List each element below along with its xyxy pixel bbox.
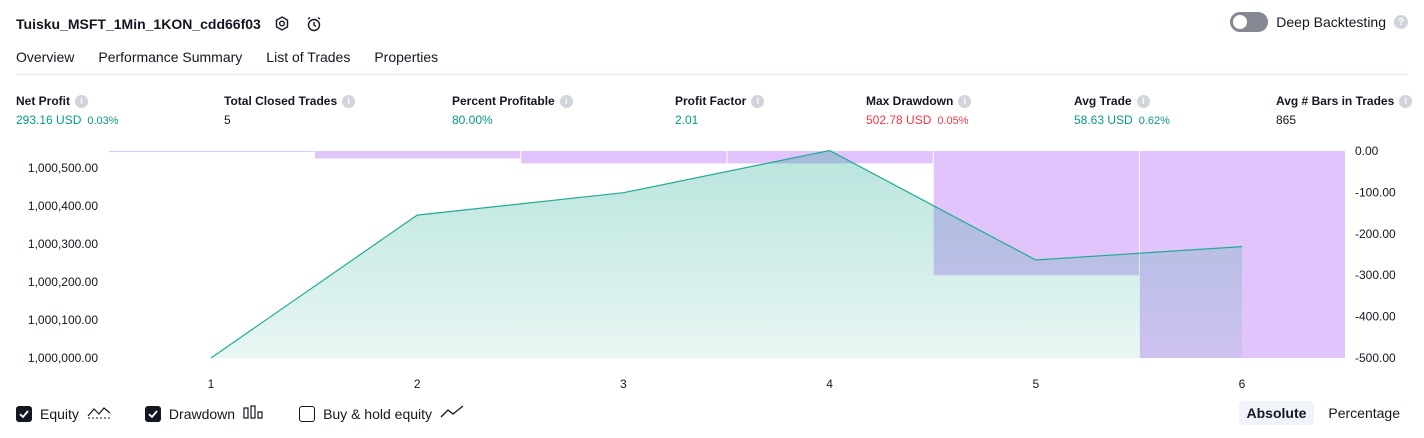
metric-value: 80.00% — [452, 113, 493, 127]
metric-value: 58.63 USD — [1074, 113, 1133, 127]
metric-total-closed-trades: Total Closed Trades i 5 — [224, 94, 356, 127]
x-tick-label: 5 — [1032, 377, 1039, 391]
x-tick-label: 1 — [208, 377, 215, 391]
info-icon[interactable]: i — [559, 94, 573, 108]
metric-label: Avg Trade — [1074, 94, 1132, 108]
buy-hold-icon — [440, 404, 464, 423]
metric-label: Net Profit — [16, 94, 70, 108]
x-axis: 1 2 3 4 5 6 — [208, 377, 1246, 391]
absolute-button[interactable]: Absolute — [1238, 401, 1315, 425]
metric-profit-factor: Profit Factor i 2.01 — [675, 94, 765, 127]
metrics-row: Net Profit i 293.16 USD 0.03% Total Closed… — [16, 94, 1416, 134]
metric-value: 502.78 USD — [866, 113, 932, 127]
x-tick-label: 4 — [826, 377, 833, 391]
metric-avg-trade: Avg Trade i 58.63 USD 0.62% — [1074, 94, 1170, 127]
metric-label: Total Closed Trades — [224, 94, 338, 108]
info-icon[interactable]: i — [342, 94, 356, 108]
right-axis: 0.00 -100.00 -200.00 -300.00 -400.00 -500.00 — [1355, 144, 1396, 365]
checkbox-unchecked[interactable] — [299, 405, 316, 422]
tabs-divider — [16, 73, 1408, 76]
deep-backtesting: Deep Backtesting ? — [1230, 12, 1408, 32]
report-tabs: Overview Performance Summary List of Tra… — [16, 48, 438, 76]
right-tick-label: -100.00 — [1355, 185, 1396, 199]
checkbox-checked[interactable] — [16, 405, 32, 422]
deep-backtesting-toggle[interactable] — [1230, 12, 1269, 32]
metric-percent-profitable: Percent Profitable i 80.00% — [452, 94, 573, 127]
left-axis: 1,000,000.00 1,000,100.00 1,000,200.00 1,00… — [28, 161, 98, 365]
equity-icon — [87, 404, 111, 423]
equity-series — [210, 149, 1243, 359]
metric-net-profit: Net Profit i 293.16 USD 0.03% — [16, 94, 119, 127]
metric-label: Avg # Bars in Trades — [1276, 94, 1395, 108]
equity-area — [211, 150, 1242, 358]
drawdown-bar — [521, 151, 727, 164]
tab-properties[interactable]: Properties — [374, 49, 439, 65]
left-tick-label: 1,000,300.00 — [28, 237, 98, 251]
right-tick-label: 0.00 — [1355, 144, 1379, 158]
drawdown-toggle[interactable]: Drawdown — [144, 404, 265, 423]
equity-chart: 1,000,000.00 1,000,100.00 1,000,200.00 1,00… — [28, 144, 1396, 391]
equity-line — [210, 149, 1243, 359]
tab-performance-summary[interactable]: Performance Summary — [98, 49, 243, 65]
drawdown-icon — [243, 404, 265, 423]
tab-list-of-trades[interactable]: List of Trades — [266, 49, 351, 65]
metric-value: 293.16 USD — [16, 113, 82, 127]
buy-hold-toggle[interactable]: Buy & hold equity — [299, 404, 464, 423]
x-tick-label: 3 — [620, 377, 627, 391]
checkbox-checked[interactable] — [144, 405, 161, 422]
strategy-header: Tuisku_MSFT_1Min_1KON_cdd66f03 — [16, 12, 325, 36]
settings-icon[interactable] — [271, 13, 293, 35]
metric-value: 2.01 — [675, 113, 699, 127]
equity-label: Equity — [40, 405, 79, 422]
left-tick-label: 1,000,000.00 — [28, 351, 98, 365]
alert-clock-icon[interactable] — [303, 13, 325, 35]
buy-hold-label: Buy & hold equity — [323, 405, 433, 422]
left-tick-label: 1,000,400.00 — [28, 199, 98, 213]
right-tick-label: -400.00 — [1355, 310, 1396, 324]
metric-percent: 0.05% — [937, 115, 969, 127]
metric-value: 5 — [224, 113, 231, 127]
metric-avg-bars: Avg # Bars in Trades i 865 — [1276, 94, 1413, 127]
right-tick-label: -200.00 — [1355, 227, 1396, 241]
metric-max-drawdown: Max Drawdown i 502.78 USD 0.05% — [866, 94, 972, 127]
drawdown-bar — [109, 151, 315, 152]
deep-backtesting-label: Deep Backtesting — [1276, 14, 1386, 30]
info-icon[interactable]: i — [958, 94, 972, 108]
left-tick-label: 1,000,500.00 — [28, 161, 98, 175]
equity-toggle[interactable]: Equity — [16, 404, 111, 423]
help-icon[interactable]: ? — [1394, 15, 1408, 29]
strategy-name: Tuisku_MSFT_1Min_1KON_cdd66f03 — [16, 16, 261, 32]
metric-label: Percent Profitable — [452, 94, 555, 108]
metric-label: Profit Factor — [675, 94, 747, 108]
metric-value: 865 — [1276, 113, 1297, 127]
percentage-button[interactable]: Percentage — [1328, 405, 1400, 421]
drawdown-bar — [315, 151, 521, 159]
metric-percent: 0.62% — [1138, 115, 1170, 127]
drawdown-label: Drawdown — [168, 405, 236, 422]
info-icon[interactable]: i — [1136, 94, 1150, 108]
info-icon[interactable]: i — [75, 94, 88, 108]
x-tick-label: 6 — [1239, 377, 1246, 391]
series-toggles: Equity Drawdown Buy & hold equity — [16, 404, 464, 423]
info-icon[interactable]: i — [1399, 94, 1413, 108]
metric-label: Max Drawdown — [866, 94, 954, 108]
right-tick-label: -300.00 — [1355, 268, 1396, 282]
tab-overview[interactable]: Overview — [16, 48, 75, 76]
info-icon[interactable]: i — [751, 94, 765, 108]
right-tick-label: -500.00 — [1355, 351, 1396, 365]
metric-percent: 0.03% — [87, 115, 119, 127]
x-tick-label: 2 — [414, 377, 421, 391]
left-tick-label: 1,000,100.00 — [28, 313, 98, 327]
left-tick-label: 1,000,200.00 — [28, 275, 98, 289]
mode-toggle: Absolute Percentage — [1238, 401, 1409, 425]
